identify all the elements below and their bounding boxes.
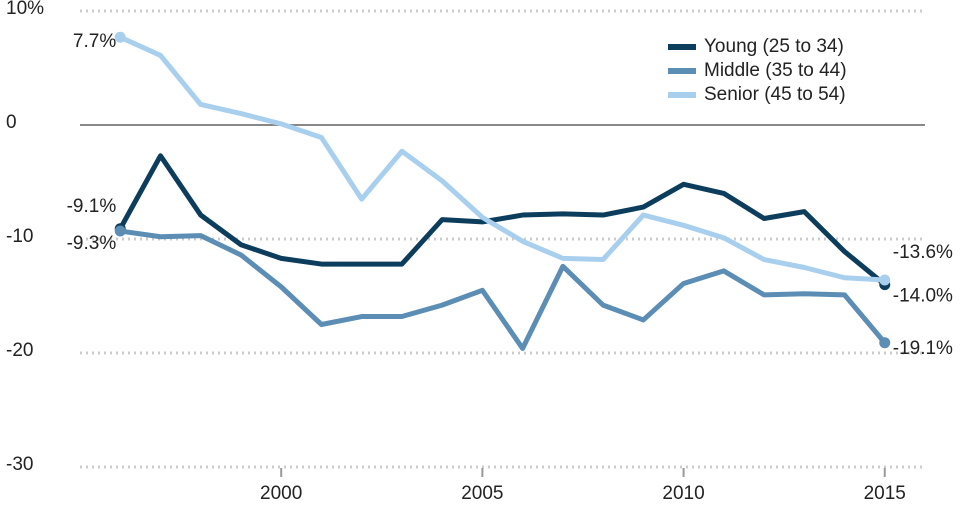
legend-label: Senior (45 to 54) xyxy=(704,84,846,105)
x-tick-label: 2015 xyxy=(864,483,906,504)
y-tick-label: 10% xyxy=(6,0,44,19)
legend-label: Middle (35 to 44) xyxy=(704,60,847,81)
end-dot xyxy=(114,225,126,237)
x-tick-label: 2000 xyxy=(260,483,302,504)
end-dot xyxy=(879,274,891,286)
series-line xyxy=(118,153,887,287)
value-label: 7.7% xyxy=(73,31,116,52)
value-label: -14.0% xyxy=(893,286,953,307)
y-tick-label: -20 xyxy=(6,340,33,361)
y-tick-label: 0 xyxy=(6,112,17,133)
x-tick-label: 2005 xyxy=(461,483,503,504)
x-tick-label: 2010 xyxy=(662,483,704,504)
value-label: -9.1% xyxy=(67,196,117,217)
value-label: -9.3% xyxy=(67,233,117,254)
end-dot xyxy=(114,31,126,43)
series-line xyxy=(119,228,887,351)
series-line xyxy=(119,34,885,283)
value-label: -13.6% xyxy=(893,242,953,263)
end-dot xyxy=(879,337,891,349)
y-tick-label: -10 xyxy=(6,226,33,247)
legend-label: Young (25 to 34) xyxy=(704,36,844,57)
y-tick-label: -30 xyxy=(6,454,33,475)
value-label: -19.1% xyxy=(893,338,953,359)
